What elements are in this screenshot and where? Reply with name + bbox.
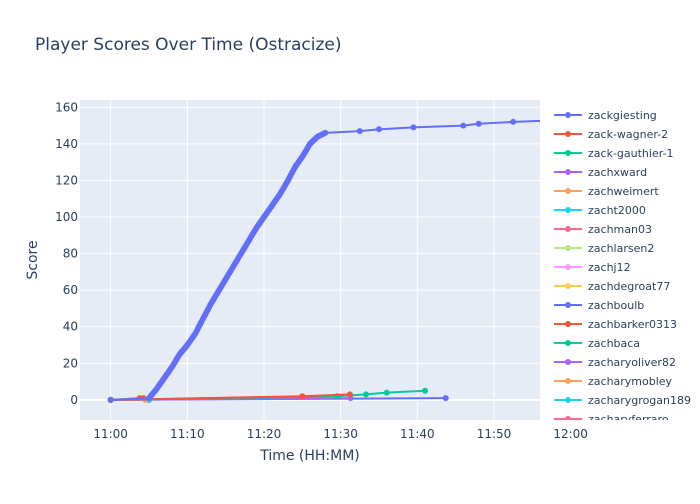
y-tick-label: 60 xyxy=(63,283,78,297)
axis-ticks: 11:00 11:10 11:20 11:30 11:40 11:50 12:00 0 20 40… xyxy=(55,100,588,441)
legend-item[interactable]: zachman03 xyxy=(554,223,652,236)
x-axis-title: Time (HH:MM) xyxy=(259,448,360,464)
legend-label: zack-gauthier-1 xyxy=(588,147,674,160)
legend-item[interactable]: zacharygrogan189 xyxy=(554,394,691,407)
data-point[interactable] xyxy=(363,391,369,398)
legend[interactable]: zackgiesting zack-wagner-2 zack-gauthier-1… xyxy=(554,109,691,426)
data-point[interactable] xyxy=(442,395,449,402)
y-tick-label: 140 xyxy=(55,137,78,151)
data-point[interactable] xyxy=(299,393,306,400)
series-zackgiesting xyxy=(107,117,566,403)
legend-item[interactable]: zacht2000 xyxy=(554,204,646,217)
legend-label: zachbarker0313 xyxy=(588,318,677,331)
legend-swatch-marker xyxy=(565,283,571,289)
data-point[interactable] xyxy=(410,124,417,131)
legend-item[interactable]: zacharymobley xyxy=(554,375,673,388)
data-point[interactable] xyxy=(383,389,390,396)
x-tick-label: 11:40 xyxy=(400,427,435,441)
y-tick-label: 80 xyxy=(63,247,78,261)
data-point[interactable] xyxy=(356,128,363,135)
legend-swatch-marker xyxy=(565,378,571,384)
legend-label: zachlarsen2 xyxy=(588,242,654,255)
legend-item[interactable]: zachdegroat77 xyxy=(554,280,670,293)
series-layer xyxy=(107,117,566,403)
legend-item[interactable]: zachlarsen2 xyxy=(554,242,654,255)
legend-item[interactable]: zacharyferraro xyxy=(554,413,669,426)
legend-swatch-marker xyxy=(565,169,571,175)
legend-swatch-marker xyxy=(565,188,571,194)
y-tick-label: 160 xyxy=(55,100,78,114)
legend-swatch-marker xyxy=(565,359,571,365)
legend-swatch-marker xyxy=(565,131,571,137)
legend-swatch-marker xyxy=(565,397,571,403)
x-tick-label: 11:00 xyxy=(93,427,128,441)
data-point[interactable] xyxy=(376,126,382,133)
y-tick-label: 20 xyxy=(63,356,78,370)
x-tick-label: 11:30 xyxy=(323,427,358,441)
legend-swatch-marker xyxy=(565,321,571,327)
data-point[interactable] xyxy=(107,396,114,403)
y-tick-label: 40 xyxy=(63,320,78,334)
y-tick-label: 0 xyxy=(70,393,78,407)
x-tick-label: 11:50 xyxy=(477,427,512,441)
legend-swatch-marker xyxy=(565,264,571,270)
legend-label: zacharyoliver82 xyxy=(588,356,676,369)
data-point[interactable] xyxy=(460,122,467,129)
x-tick-label: 11:10 xyxy=(170,427,205,441)
legend-label: zacharyferraro xyxy=(588,413,669,426)
chart-title: Player Scores Over Time (Ostracize) xyxy=(35,35,342,55)
legend-item[interactable]: zack-gauthier-1 xyxy=(554,147,674,160)
legend-swatch-marker xyxy=(565,340,571,346)
legend-label: zachman03 xyxy=(588,223,652,236)
y-tick-label: 120 xyxy=(55,173,78,187)
legend-item[interactable]: zachweimert xyxy=(554,185,659,198)
plot-area xyxy=(80,100,540,420)
legend-label: zachbaca xyxy=(588,337,640,350)
legend-item[interactable]: zachxward xyxy=(554,166,647,179)
legend-swatch-marker xyxy=(565,302,571,308)
legend-item[interactable]: zachboulb xyxy=(554,299,644,312)
data-point[interactable] xyxy=(510,118,517,125)
legend-item[interactable]: zachbarker0313 xyxy=(554,318,677,331)
legend-item[interactable]: zack-wagner-2 xyxy=(554,128,668,141)
x-tick-label: 11:20 xyxy=(247,427,282,441)
legend-label: zacharygrogan189 xyxy=(588,394,691,407)
legend-item[interactable]: zachbaca xyxy=(554,337,640,350)
legend-label: zack-wagner-2 xyxy=(588,128,668,141)
legend-item[interactable]: zacharyoliver82 xyxy=(554,356,676,369)
legend-swatch-marker xyxy=(565,416,571,420)
legend-label: zachdegroat77 xyxy=(588,280,670,293)
data-point[interactable] xyxy=(346,391,353,398)
x-tick-label: 12:00 xyxy=(553,427,588,441)
y-axis-title: Score xyxy=(25,240,41,279)
legend-label: zachboulb xyxy=(588,299,644,312)
legend-swatch-marker xyxy=(565,150,571,156)
legend-label: zacharymobley xyxy=(588,375,673,388)
legend-swatch-marker xyxy=(565,112,571,118)
legend-swatch-marker xyxy=(565,207,571,213)
legend-item[interactable]: zackgiesting xyxy=(554,109,657,122)
legend-swatch-marker xyxy=(565,245,571,251)
legend-swatch-marker xyxy=(565,226,571,232)
legend-label: zachj12 xyxy=(588,261,631,274)
legend-label: zachxward xyxy=(588,166,647,179)
data-point[interactable] xyxy=(560,117,566,123)
data-point[interactable] xyxy=(475,120,482,127)
y-tick-label: 100 xyxy=(55,210,78,224)
legend-label: zachweimert xyxy=(588,185,659,198)
legend-label: zackgiesting xyxy=(588,109,657,122)
legend-item[interactable]: zachj12 xyxy=(554,261,631,274)
data-point[interactable] xyxy=(422,387,428,394)
legend-label: zacht2000 xyxy=(588,204,646,217)
data-point[interactable] xyxy=(322,129,329,136)
